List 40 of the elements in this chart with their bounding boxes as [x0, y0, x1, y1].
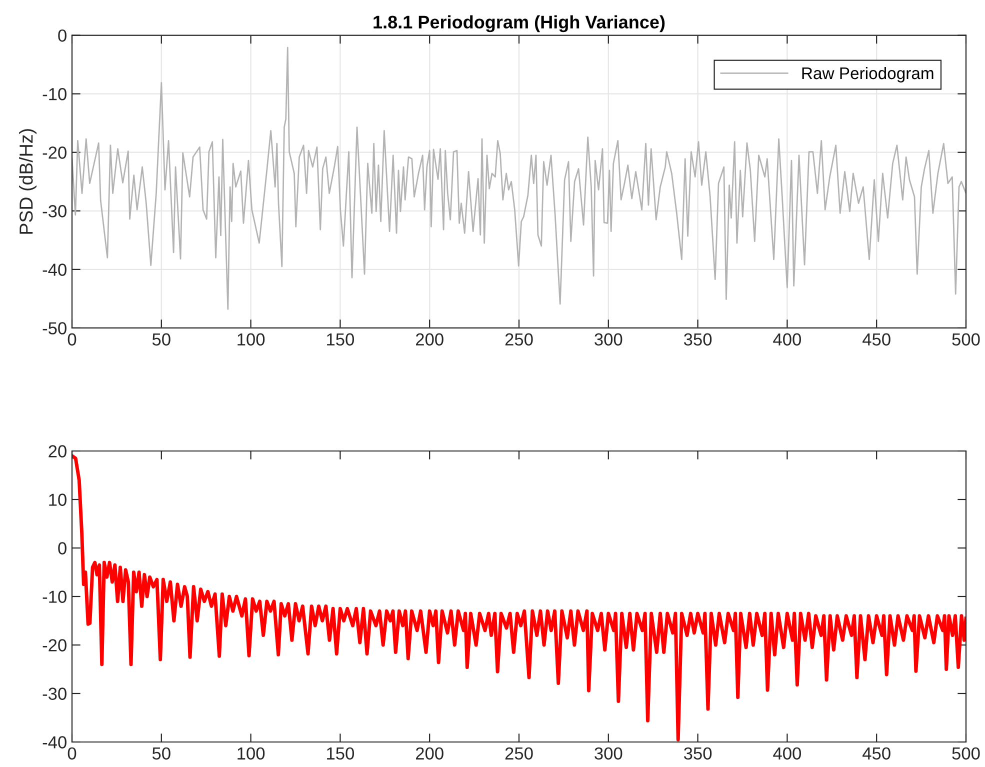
x-tick-label: 400 — [773, 747, 801, 760]
y-tick-label: 20 — [48, 445, 66, 458]
y-tick-label: -10 — [42, 88, 66, 100]
x-tick-label: 0 — [68, 747, 76, 760]
x-tick-label: 50 — [152, 333, 170, 346]
x-tick-label: 450 — [862, 333, 890, 346]
y-tick-label: -30 — [42, 205, 66, 218]
y-tick-label: 0 — [58, 542, 66, 554]
x-tick-label: 150 — [327, 747, 354, 760]
x-tick-label: 100 — [238, 333, 265, 346]
x-tick-label: 50 — [152, 747, 170, 760]
y-tick-label: -50 — [42, 322, 66, 334]
x-tick-label: 500 — [952, 333, 980, 346]
chart-title: 1.8.1 Periodogram (High Variance) — [374, 15, 665, 32]
x-tick-label: 200 — [416, 333, 444, 346]
x-tick-label: 500 — [952, 747, 980, 760]
legend-label: Raw Periodogram — [802, 66, 934, 82]
x-tick-label: 400 — [773, 333, 801, 346]
x-tick-label: 0 — [68, 333, 76, 346]
x-tick-label: 200 — [416, 747, 444, 760]
x-tick-label: 250 — [505, 747, 533, 760]
x-tick-label: 150 — [327, 333, 354, 346]
line-series — [72, 454, 966, 742]
y-tick-label: -20 — [42, 639, 66, 652]
y-tick-label: -10 — [42, 590, 66, 603]
y-tick-label: -20 — [42, 146, 66, 159]
x-tick-label: 300 — [594, 333, 622, 346]
y-tick-label: -30 — [42, 688, 66, 700]
x-tick-label: 100 — [238, 747, 265, 760]
x-tick-label: 450 — [862, 747, 890, 760]
y-tick-label: 0 — [58, 29, 66, 42]
x-tick-label: 300 — [594, 747, 622, 760]
y-tick-label: 10 — [49, 494, 66, 506]
y-tick-label: -40 — [42, 264, 66, 276]
y-axis-title: PSD (dB/Hz) — [19, 129, 36, 234]
x-tick-label: 350 — [684, 333, 712, 346]
x-tick-label: 250 — [505, 333, 533, 346]
y-tick-label: -40 — [42, 736, 66, 748]
x-tick-label: 350 — [684, 747, 712, 760]
line-series — [72, 46, 966, 310]
